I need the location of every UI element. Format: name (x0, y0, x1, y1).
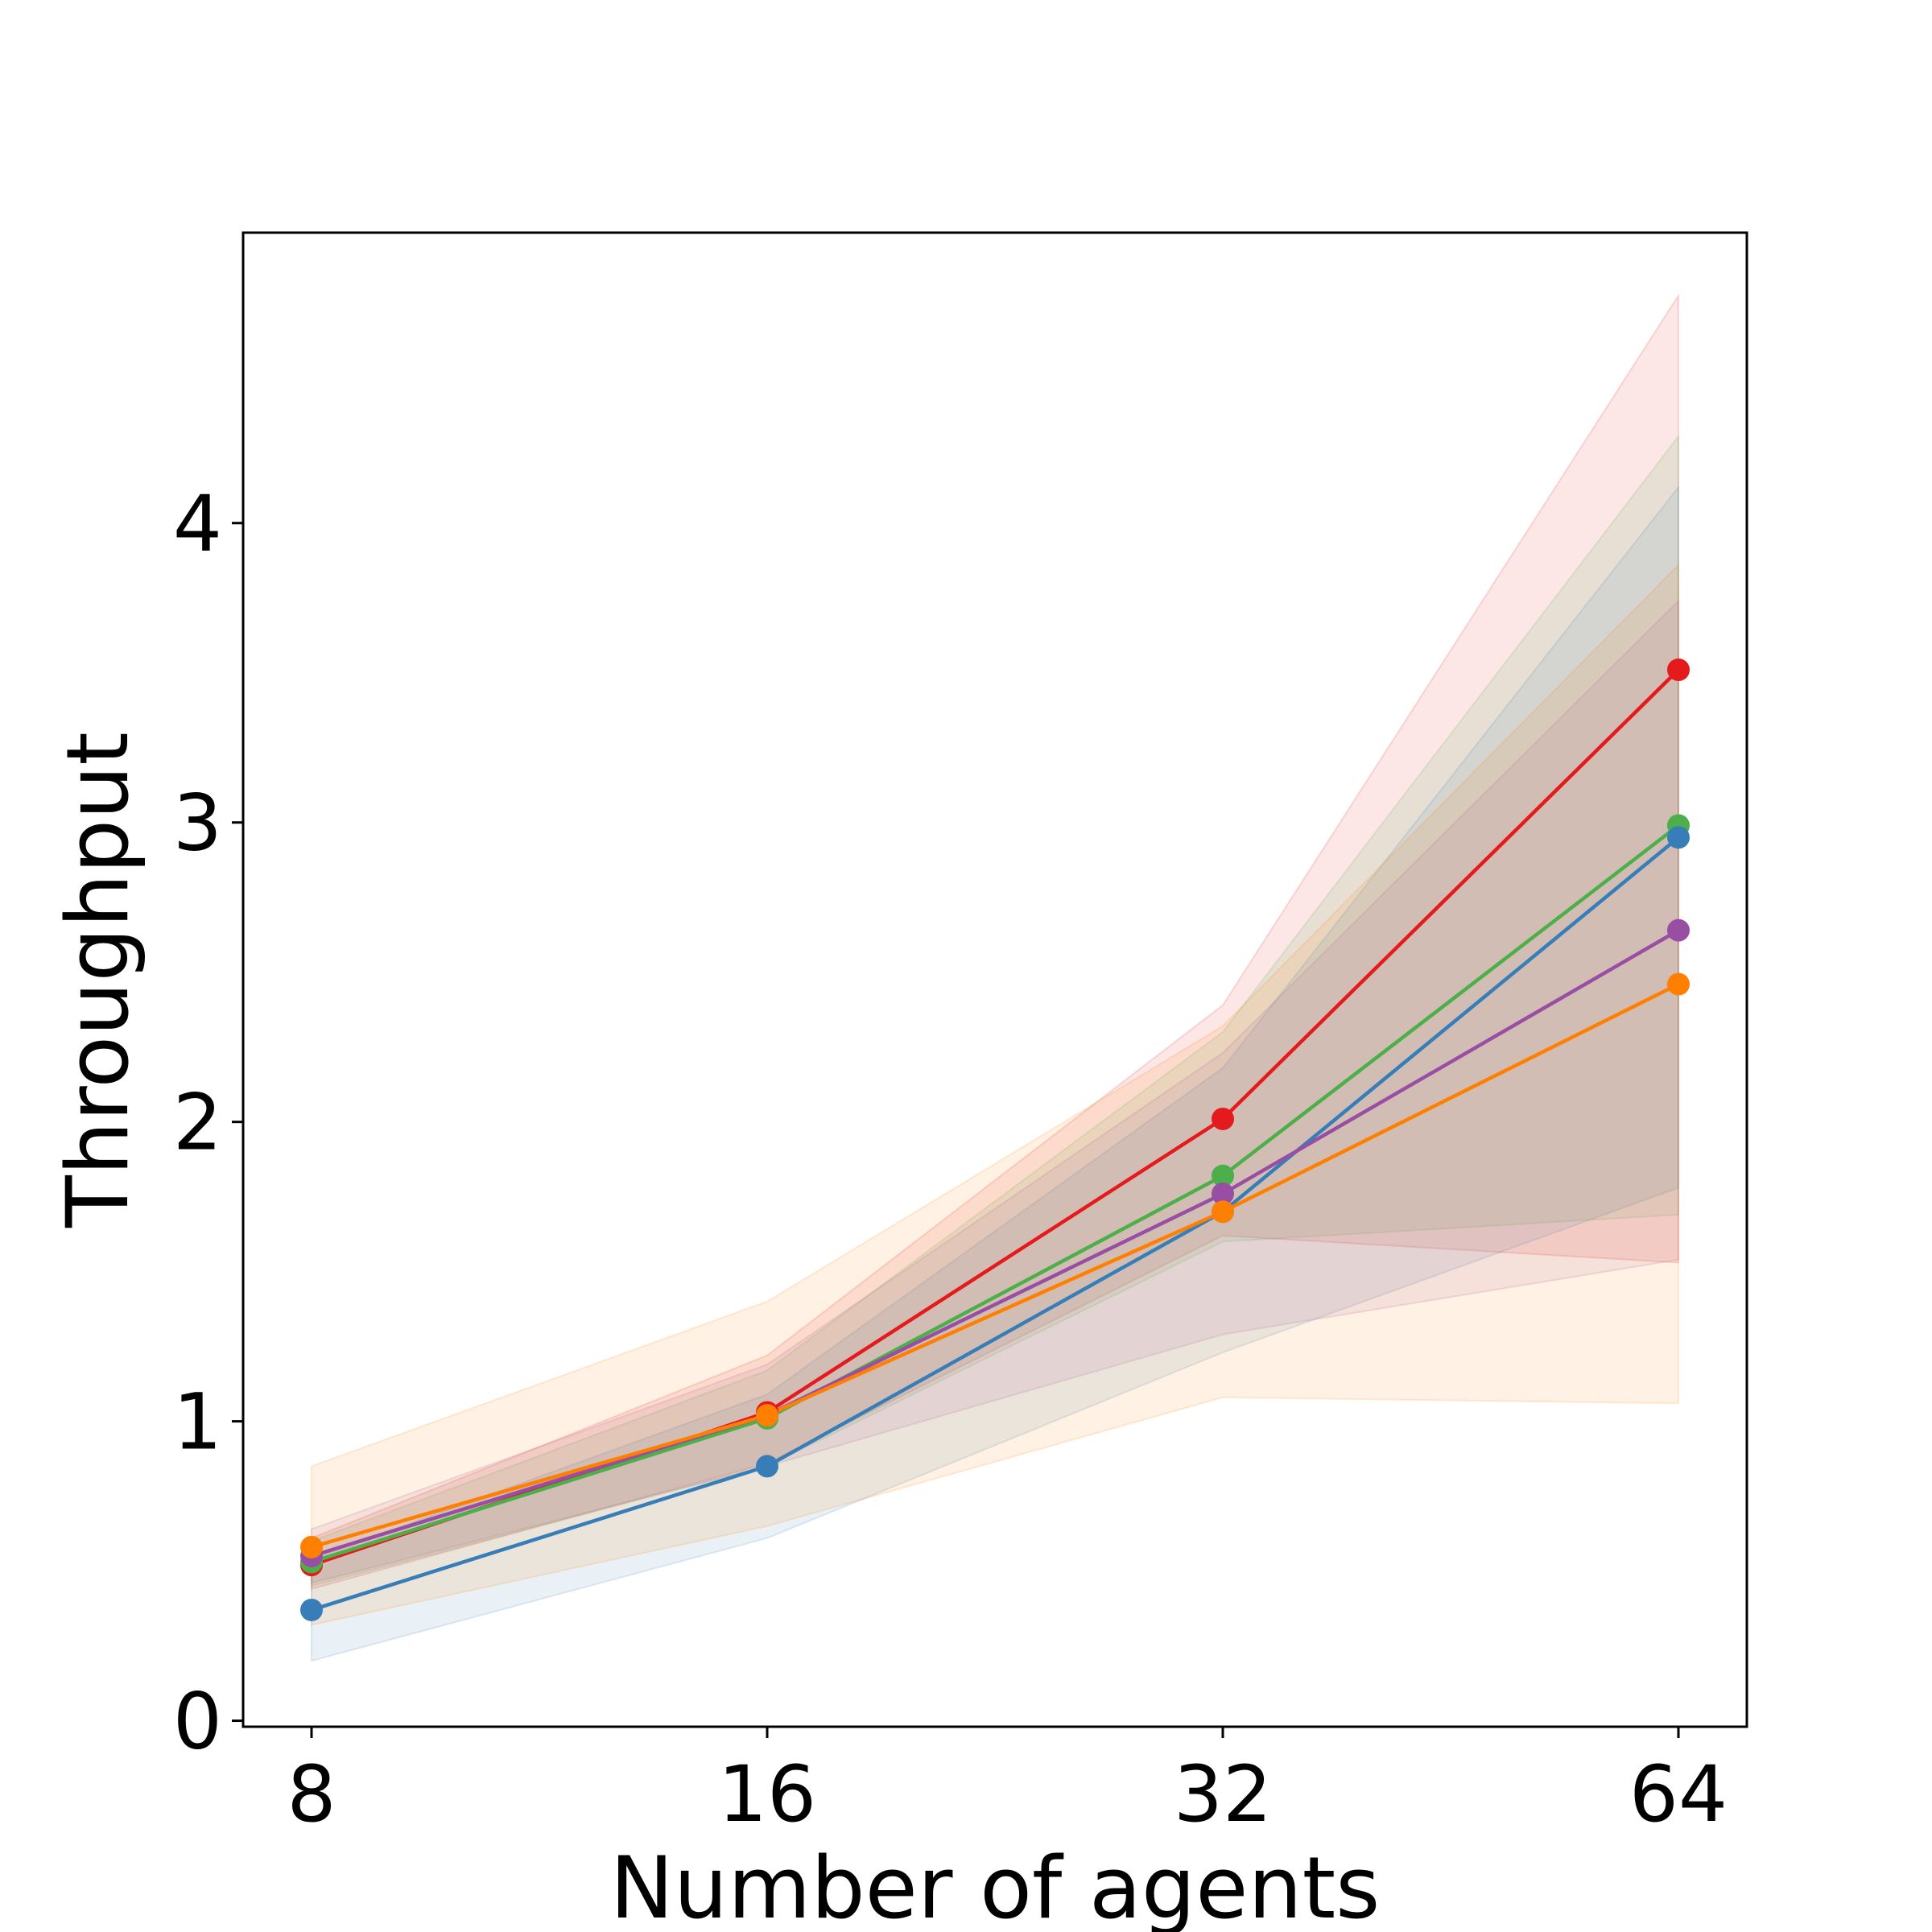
y-axis-label: Throughput (48, 732, 147, 1228)
x-tick-label: 8 (287, 1749, 336, 1839)
data-point-1-32 (1212, 1107, 1234, 1130)
y-tick-label: 3 (173, 778, 222, 869)
y-tick-label: 1 (173, 1377, 222, 1468)
y-axis-ticks: 0 1 2 3 4 (173, 479, 243, 1767)
series-line-4 (311, 928, 1680, 1558)
y-tick-label: 2 (173, 1078, 222, 1168)
data-point-5-16 (756, 1404, 778, 1427)
series-lines (311, 668, 1680, 1612)
confidence-band-1 (311, 292, 1679, 1591)
confidence-band-3 (311, 485, 1679, 1662)
confidence-bands (311, 292, 1679, 1662)
data-point-4-64 (1667, 919, 1690, 942)
data-point-3-16 (756, 1455, 778, 1478)
confidence-band-5 (311, 563, 1679, 1626)
data-point-3-8 (300, 1598, 323, 1621)
confidence-band-2 (311, 433, 1679, 1587)
y-tick-label: 4 (173, 479, 222, 569)
series-line-2 (311, 824, 1680, 1564)
series-line-5 (311, 982, 1680, 1549)
data-point-5-8 (300, 1535, 323, 1558)
data-point-5-64 (1667, 972, 1690, 996)
y-tick-label: 0 (173, 1677, 222, 1767)
data-point-2-32 (1212, 1164, 1234, 1187)
data-point-1-64 (1667, 658, 1690, 682)
x-tick-label: 64 (1629, 1749, 1728, 1839)
series-line-3 (311, 836, 1680, 1612)
x-tick-label: 16 (718, 1749, 816, 1839)
confidence-band-4 (311, 599, 1679, 1584)
x-axis-ticks: 8 16 32 64 (287, 1727, 1728, 1839)
data-point-4-32 (1212, 1182, 1234, 1205)
series-points (300, 658, 1690, 1621)
x-axis-label: Number of agents (610, 1839, 1381, 1932)
data-point-5-32 (1212, 1200, 1234, 1224)
x-tick-label: 32 (1174, 1749, 1272, 1839)
plot-frame (242, 231, 1748, 1728)
data-point-3-64 (1667, 826, 1690, 849)
